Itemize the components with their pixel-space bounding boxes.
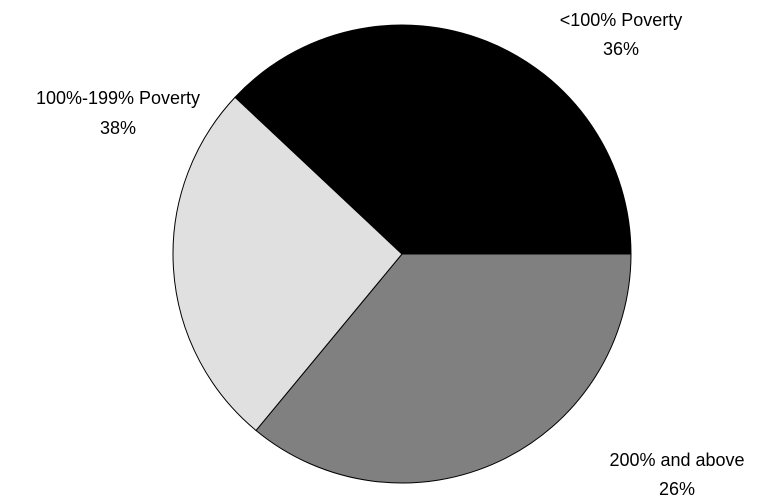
label-200-and-above-percent: 26% [659,479,695,498]
label-100-199-poverty-name: 100%-199% Poverty [36,88,200,108]
slice-100-199-poverty [234,24,632,255]
label-200-and-above-name: 200% and above [609,450,744,470]
slice-200-and-above [172,96,403,432]
pie-slices [172,24,632,484]
label-below-100-poverty-name: <100% Poverty [560,10,683,30]
label-100-199-poverty-percent: 38% [100,118,136,138]
pie-labels: <100% Poverty 36% 200% and above 26% 100%-19… [36,10,745,498]
slice-below-100-poverty [255,253,632,484]
label-below-100-poverty-percent: 36% [603,39,639,59]
